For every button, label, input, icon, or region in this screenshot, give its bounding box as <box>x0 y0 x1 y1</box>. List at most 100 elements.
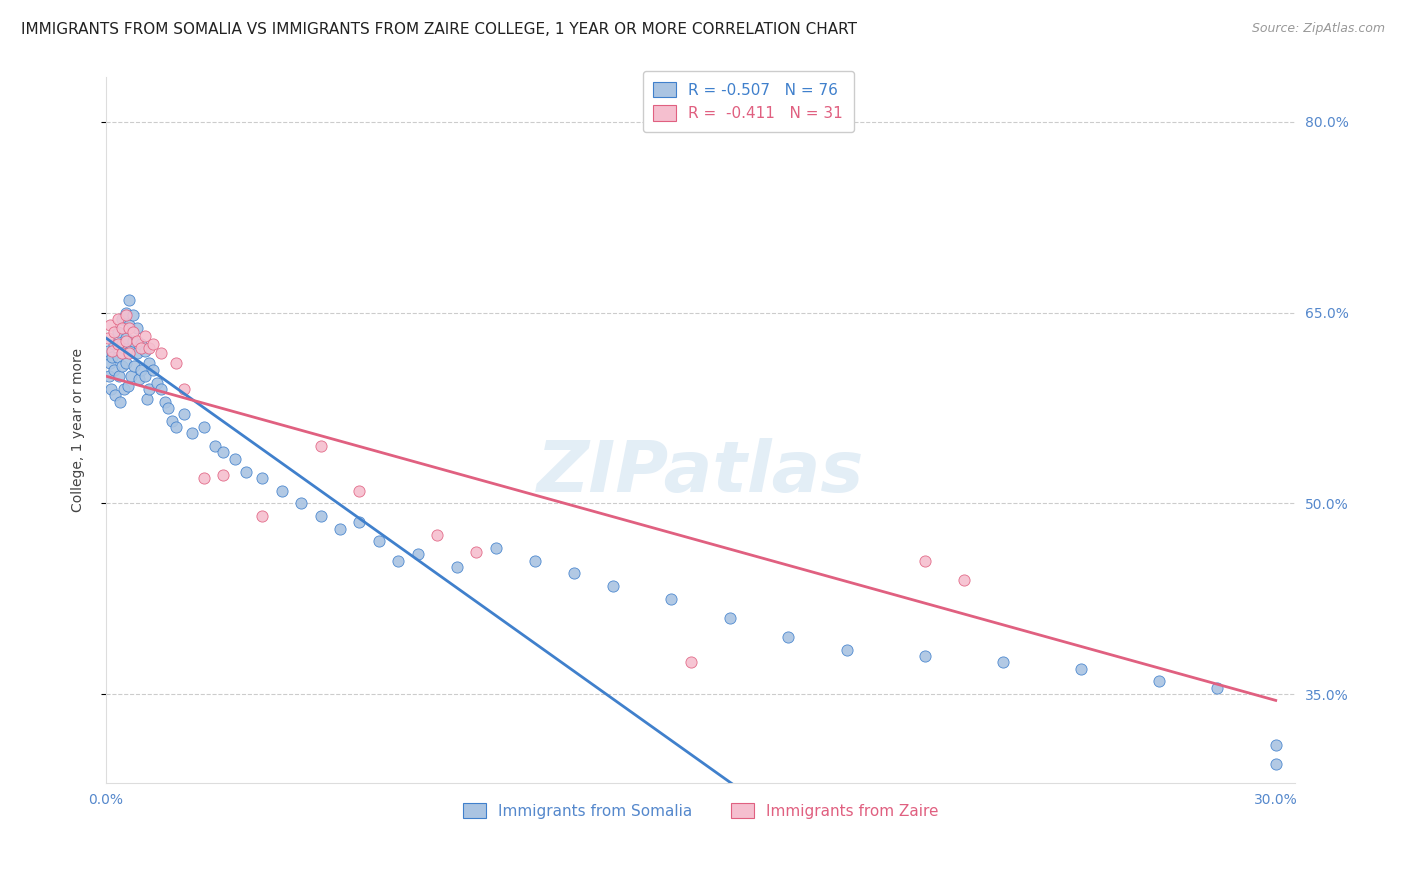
Point <box>129 363 152 377</box>
Point <box>98 357 121 371</box>
Point <box>122 325 145 339</box>
Point <box>104 388 127 402</box>
Point <box>111 337 134 351</box>
Point <box>114 334 136 348</box>
Point <box>134 328 156 343</box>
Point <box>953 573 976 587</box>
Point <box>250 509 273 524</box>
Point <box>149 346 172 360</box>
Point <box>523 553 546 567</box>
Point <box>142 363 165 377</box>
Point <box>173 382 195 396</box>
Point <box>1264 756 1286 771</box>
Point <box>446 560 468 574</box>
Text: ZIPatlas: ZIPatlas <box>537 438 865 507</box>
Point <box>122 334 145 348</box>
Point <box>368 534 391 549</box>
Point <box>224 451 246 466</box>
Point <box>120 343 142 358</box>
Point <box>914 648 936 663</box>
Point <box>602 579 624 593</box>
Point <box>111 321 134 335</box>
Point <box>118 321 141 335</box>
Point <box>162 414 184 428</box>
Point <box>129 337 152 351</box>
Point <box>107 369 129 384</box>
Point <box>98 369 121 384</box>
Y-axis label: College, 1 year or more: College, 1 year or more <box>72 348 86 512</box>
Point <box>145 376 167 390</box>
Point <box>118 293 141 307</box>
Point <box>120 369 142 384</box>
Point <box>165 420 187 434</box>
Point <box>212 445 235 459</box>
Point <box>117 379 139 393</box>
Point <box>149 382 172 396</box>
Point <box>107 325 129 339</box>
Point <box>138 357 160 371</box>
Point <box>97 343 120 358</box>
Point <box>111 312 134 326</box>
Point <box>107 350 129 364</box>
Point <box>235 465 257 479</box>
Point <box>180 426 202 441</box>
Point <box>485 541 508 555</box>
Point <box>107 312 129 326</box>
Point <box>101 343 124 358</box>
Point <box>991 655 1014 669</box>
Point <box>112 382 135 396</box>
Point <box>309 509 332 524</box>
Point <box>661 591 683 606</box>
Point <box>100 382 122 396</box>
Point <box>111 346 134 360</box>
Point <box>153 394 176 409</box>
Point <box>129 341 152 355</box>
Text: Source: ZipAtlas.com: Source: ZipAtlas.com <box>1251 22 1385 36</box>
Point <box>679 655 702 669</box>
Point <box>212 468 235 483</box>
Point <box>349 516 371 530</box>
Point <box>270 483 292 498</box>
Point <box>138 382 160 396</box>
Point <box>250 471 273 485</box>
Point <box>1147 674 1170 689</box>
Point <box>406 547 429 561</box>
Point <box>118 346 141 360</box>
Point <box>128 372 150 386</box>
Point <box>914 553 936 567</box>
Point <box>127 346 149 360</box>
Point <box>136 392 159 406</box>
Point <box>1264 738 1286 752</box>
Point <box>465 544 488 558</box>
Point <box>122 359 145 373</box>
Point <box>165 357 187 371</box>
Point <box>103 363 125 377</box>
Point <box>114 305 136 319</box>
Point <box>387 553 409 567</box>
Point <box>103 337 125 351</box>
Point <box>329 522 352 536</box>
Point <box>562 566 585 581</box>
Point <box>103 325 125 339</box>
Point <box>157 401 180 415</box>
Point <box>718 611 741 625</box>
Point <box>134 343 156 358</box>
Point <box>122 308 145 322</box>
Point <box>778 630 800 644</box>
Text: IMMIGRANTS FROM SOMALIA VS IMMIGRANTS FROM ZAIRE COLLEGE, 1 YEAR OR MORE CORRELA: IMMIGRANTS FROM SOMALIA VS IMMIGRANTS FR… <box>21 22 858 37</box>
Point <box>114 331 136 345</box>
Point <box>115 357 138 371</box>
Point <box>309 439 332 453</box>
Point <box>118 318 141 333</box>
Point <box>111 359 134 373</box>
Point <box>101 350 124 364</box>
Point <box>108 394 131 409</box>
Point <box>1070 662 1092 676</box>
Point <box>142 337 165 351</box>
Point <box>138 341 160 355</box>
Point <box>173 408 195 422</box>
Point <box>193 420 215 434</box>
Point <box>204 439 226 453</box>
Point <box>290 496 312 510</box>
Point <box>1206 681 1229 695</box>
